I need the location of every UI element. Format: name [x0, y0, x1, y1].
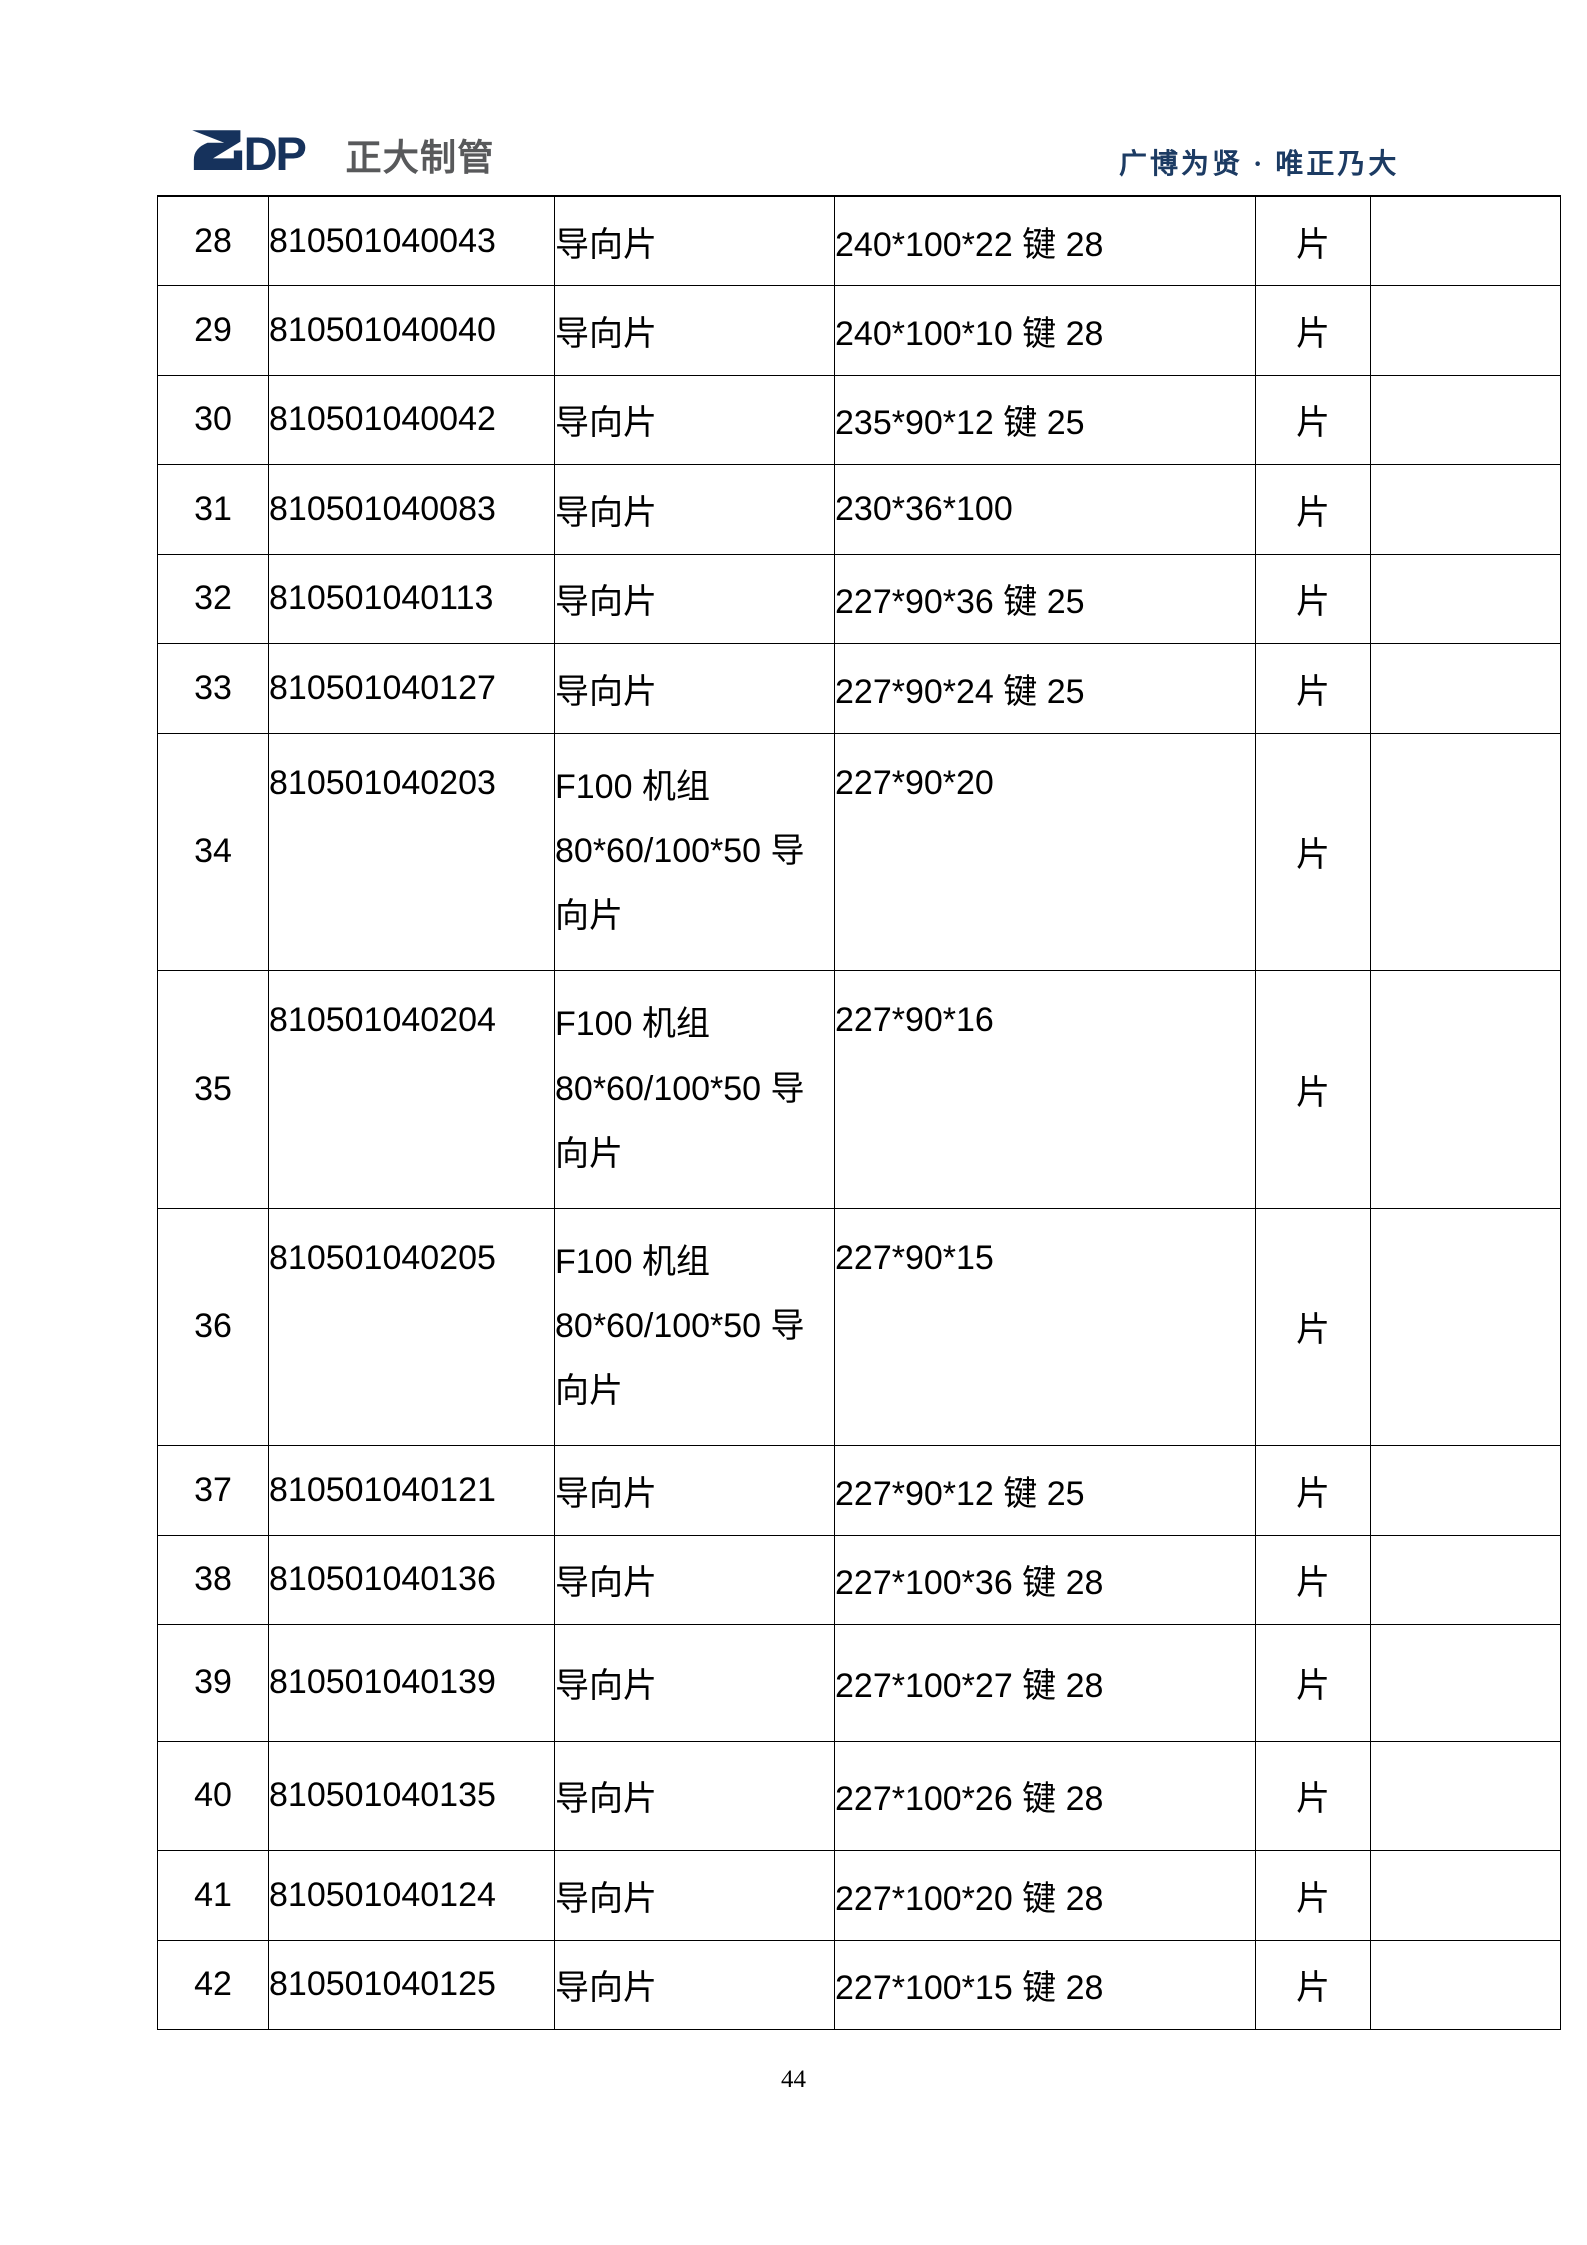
svg-text:正大制管: 正大制管: [346, 137, 495, 174]
svg-text:DP: DP: [244, 128, 306, 174]
